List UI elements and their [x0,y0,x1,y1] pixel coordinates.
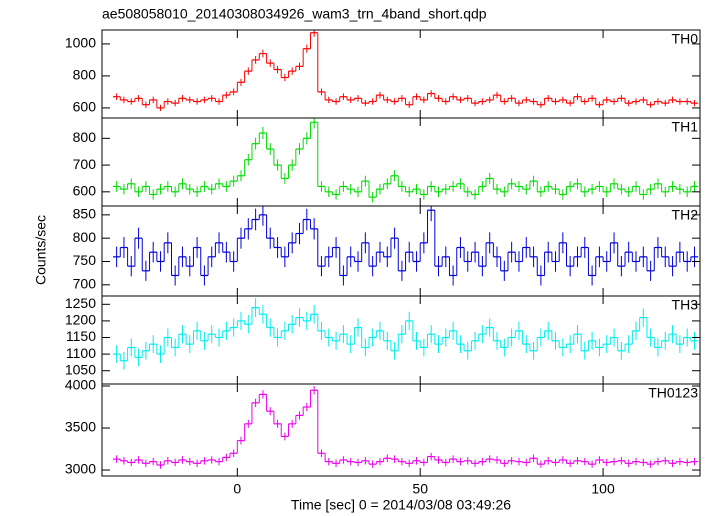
x-tick-label: 0 [233,481,241,497]
y-tick-label: 4000 [65,377,96,393]
x-tick-label: 50 [412,481,428,497]
y-tick-label: 700 [73,156,97,172]
y-tick-label: 800 [73,229,97,245]
y-tick-label: 1050 [65,361,96,377]
panel-frame [101,383,701,477]
light-curve [112,118,699,203]
y-tick-label: 750 [73,252,97,268]
chart-title: ae508058010_20140308034926_wam3_trn_4ban… [102,6,487,22]
x-axis-label: Time [sec] 0 = 2014/03/08 03:49:26 [291,497,511,513]
y-tick-label: 800 [73,129,97,145]
y-tick-label: 600 [73,99,97,115]
panel-label: TH3 [672,297,699,313]
y-tick-label: 3000 [65,461,96,477]
y-tick-label: 800 [73,67,97,83]
light-curve [112,206,699,286]
panel-label: TH0 [672,31,699,47]
y-tick-label: 850 [73,206,97,222]
y-tick-label: 600 [73,183,97,199]
panel-frame [101,117,701,207]
light-curve [112,298,699,370]
light-curve [112,30,699,112]
y-tick-label: 700 [73,276,97,292]
light-curve [112,385,699,469]
y-tick-label: 3500 [65,419,96,435]
y-tick-label: 1250 [65,295,96,311]
y-tick-label: 1150 [66,328,96,344]
panel-label: TH1 [672,119,699,135]
panel-label: TH0123 [648,385,698,401]
y-tick-label: 1000 [65,35,96,51]
y-tick-label: 1100 [66,345,96,361]
y-axis-label: Counts/sec [33,215,49,285]
x-tick-label: 100 [591,481,615,497]
y-tick-label: 1200 [65,312,96,328]
panel-label: TH2 [672,207,699,223]
panel-frame [101,29,701,119]
